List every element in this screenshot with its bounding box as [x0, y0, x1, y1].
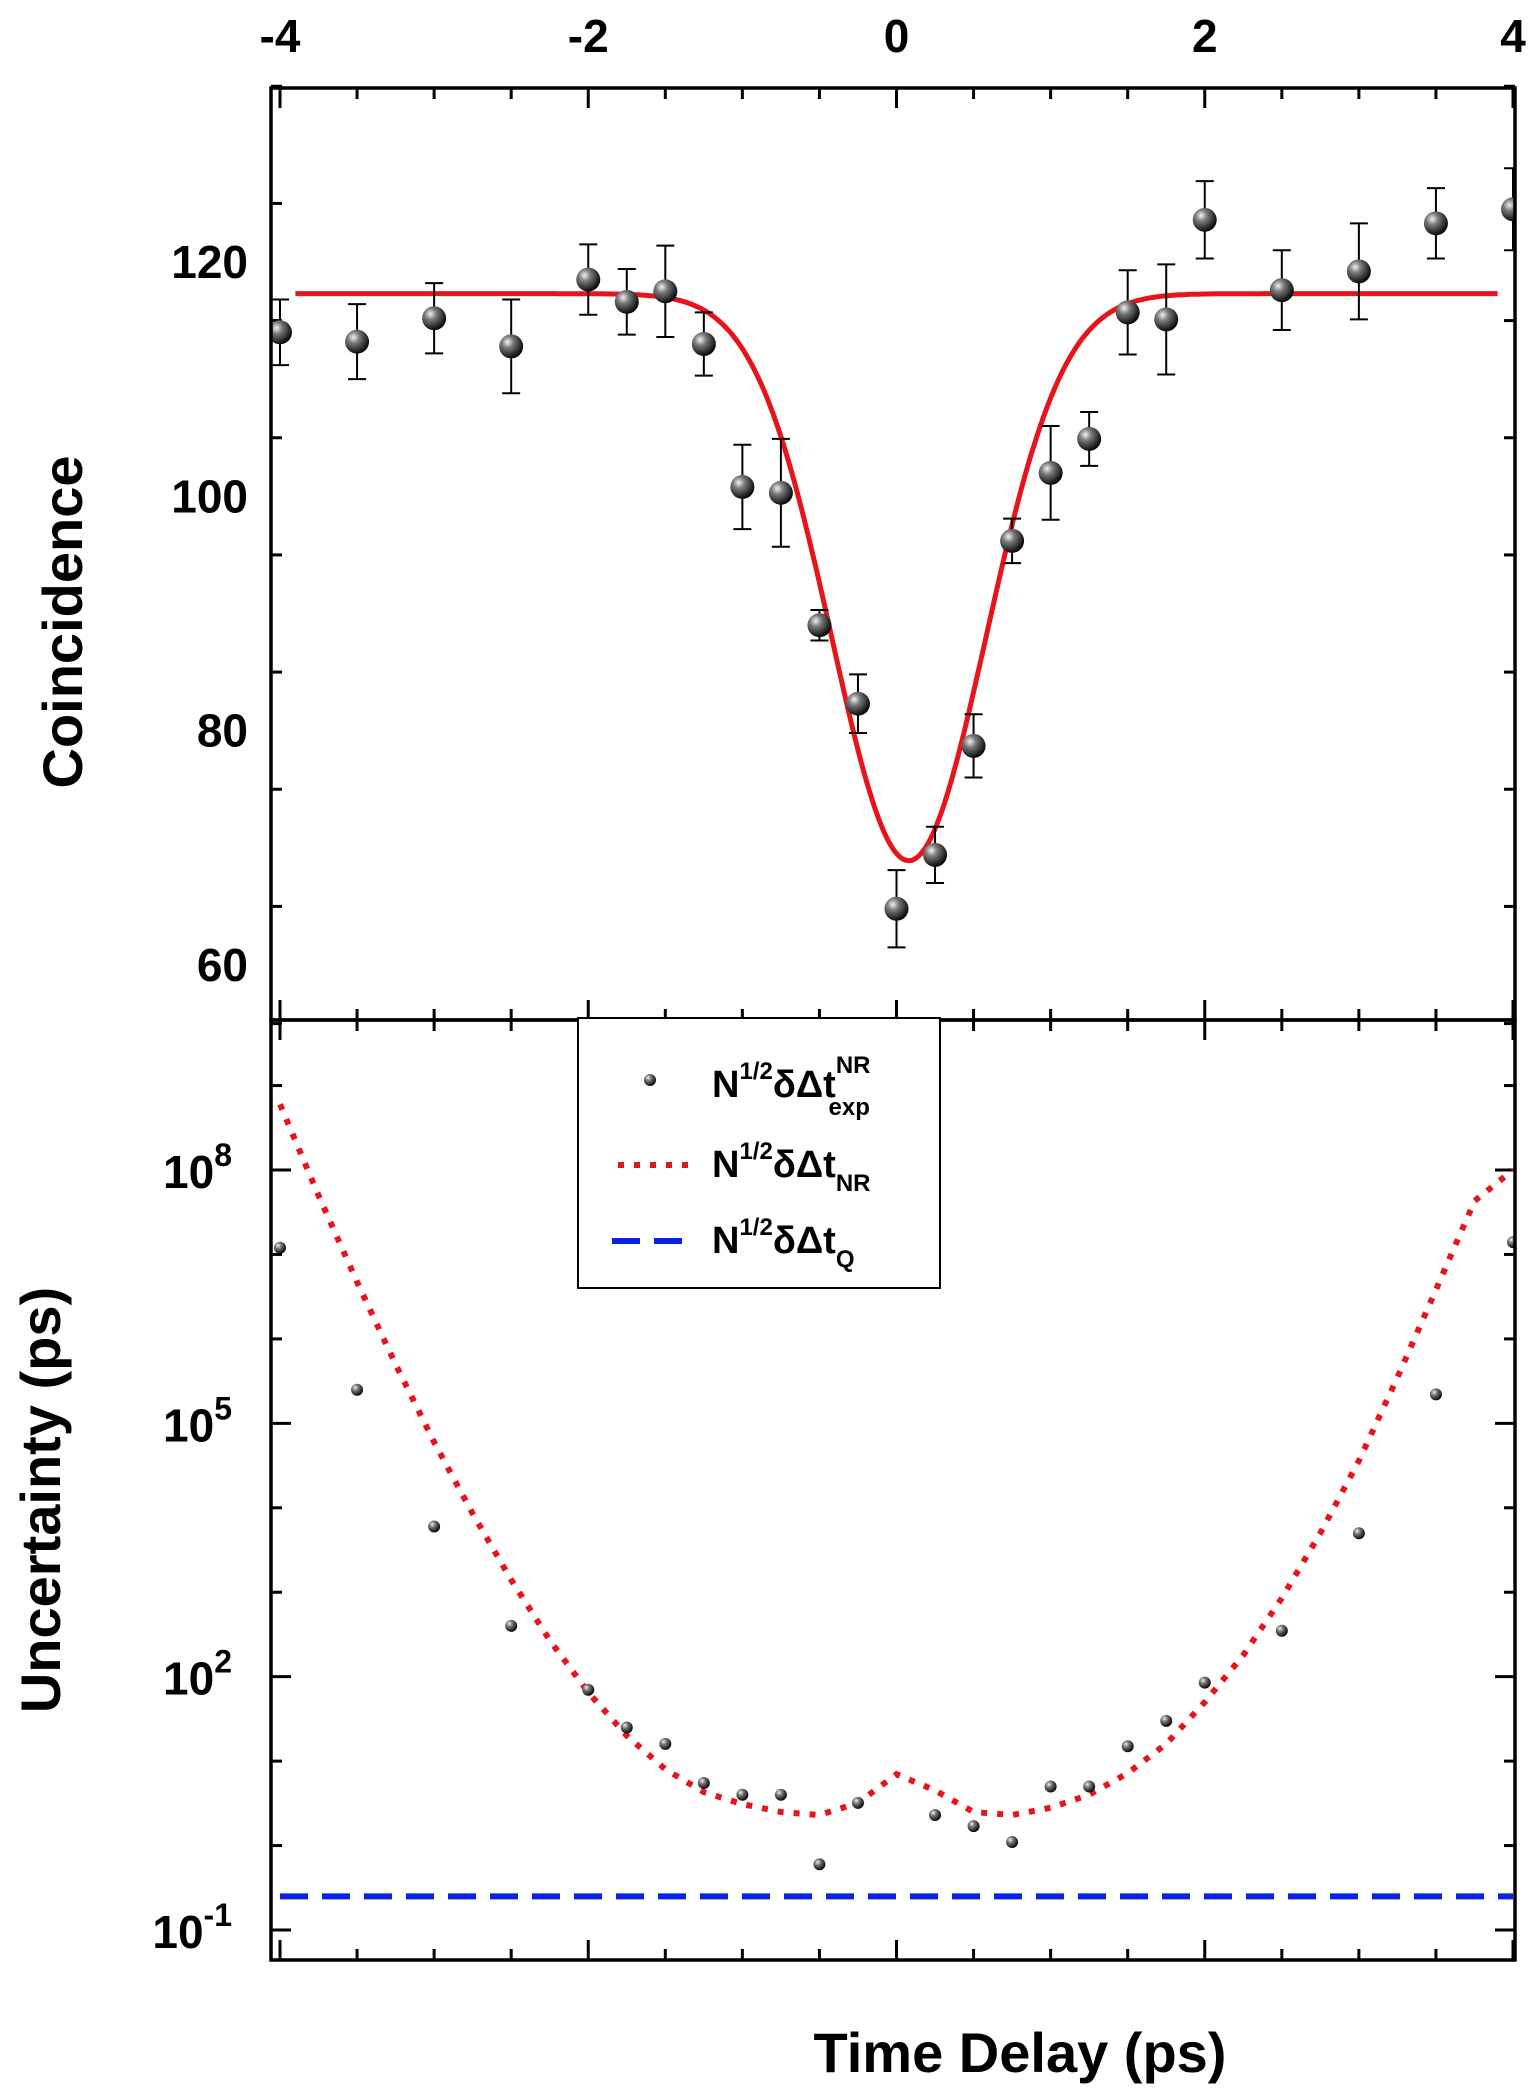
x-axis-title: Time Delay (ps): [814, 2021, 1227, 2084]
data-point: [923, 842, 948, 867]
bottom-panel: 10-1 102 105 108 Uncertainty (ps) Time Dela…: [9, 1017, 1517, 2084]
top-y-tick-label: 80: [197, 705, 248, 757]
data-point: [620, 1721, 633, 1734]
top-x-tick-label: 2: [1192, 10, 1218, 62]
top-x-tick-label: -4: [260, 10, 301, 62]
data-point: [659, 1737, 672, 1750]
data-point: [1160, 1714, 1173, 1727]
top-y-tick-label: 60: [197, 939, 248, 991]
data-point: [1077, 426, 1102, 451]
data-point: [697, 1777, 710, 1790]
data-point: [1044, 1780, 1057, 1793]
data-point: [1192, 207, 1217, 232]
data-point: [1154, 307, 1179, 332]
bottom-y-ticks: [271, 1084, 1515, 1932]
fit-curve: [295, 291, 1498, 864]
top-panel: -4 -2 0 2 4 60 80 100 120 Coincidence: [31, 10, 1527, 1026]
data-point: [851, 1796, 864, 1809]
bottom-y-tick-label: 102: [163, 1644, 232, 1705]
bottom-y-tick-label: 10-1: [152, 1897, 232, 1958]
data-point: [730, 474, 755, 499]
data-point: [422, 306, 447, 331]
top-x-ticks-top: [278, 88, 1515, 108]
data-point: [1115, 300, 1140, 325]
top-plot-frame: [269, 86, 1517, 1022]
data-point: [428, 1520, 441, 1533]
legend-q-label: N1/2δΔtQ: [712, 1214, 855, 1273]
y-axis-title-top: Coincidence: [31, 456, 94, 789]
top-y-tick-label: 120: [171, 236, 248, 288]
data-point: [1346, 259, 1371, 284]
top-x-tick-label: 4: [1500, 10, 1526, 62]
legend-exp-marker: [644, 1074, 656, 1086]
data-point: [274, 1241, 286, 1254]
data-point: [499, 334, 524, 359]
data-point: [505, 1619, 518, 1632]
data-point: [1000, 528, 1025, 553]
data-point: [1501, 197, 1515, 222]
legend-exp-label: N1/2δΔtNR exp: [712, 1052, 871, 1121]
data-point: [1006, 1836, 1019, 1849]
data-point: [1269, 278, 1294, 303]
data-point: [691, 332, 716, 357]
top-y-tick-label: 100: [171, 470, 248, 522]
data-point: [813, 1858, 826, 1871]
data-point: [271, 320, 292, 345]
data-point: [1507, 1236, 1515, 1249]
data-point: [845, 691, 870, 716]
data-point: [736, 1788, 749, 1801]
top-x-tick-label: -2: [568, 10, 609, 62]
data-point: [807, 613, 832, 638]
data-point: [884, 896, 909, 921]
data-point: [614, 289, 639, 314]
data-point: [1083, 1780, 1096, 1793]
data-point: [653, 279, 678, 304]
data-point: [929, 1809, 942, 1822]
top-x-tick-labels: -4 -2 0 2 4: [260, 10, 1527, 62]
bottom-y-tick-label: 108: [163, 1137, 232, 1198]
data-point: [768, 480, 793, 505]
bottom-data-points: [274, 1236, 1515, 1871]
top-x-tick-label: 0: [884, 10, 910, 62]
top-y-tick-labels: 60 80 100 120: [171, 236, 248, 991]
top-y-ticks: [271, 84, 1515, 1026]
data-point: [351, 1383, 364, 1396]
data-point: [967, 1820, 980, 1833]
data-point: [345, 329, 370, 354]
data-point: [961, 733, 986, 758]
data-point: [1038, 460, 1063, 485]
data-point: [576, 267, 601, 292]
legend: N1/2δΔtNR exp N1/2δΔtNR N1/2δΔtQ: [577, 1017, 941, 1289]
top-data-points: [271, 167, 1515, 949]
data-point: [1121, 1740, 1134, 1753]
bottom-y-tick-labels: 10-1 102 105 108: [152, 1137, 232, 1958]
y-axis-title-bottom: Uncertainty (ps): [9, 1287, 72, 1713]
data-point: [582, 1683, 595, 1696]
data-point: [1423, 211, 1448, 236]
data-point: [1275, 1624, 1288, 1637]
data-point: [1429, 1388, 1442, 1401]
data-point: [1352, 1527, 1365, 1540]
data-point: [774, 1788, 787, 1801]
bottom-y-tick-label: 105: [163, 1390, 232, 1451]
legend-nr-label: N1/2δΔtNR: [712, 1138, 871, 1197]
nr-dotted-curve: [277, 1103, 1515, 1819]
data-point: [1198, 1676, 1211, 1689]
